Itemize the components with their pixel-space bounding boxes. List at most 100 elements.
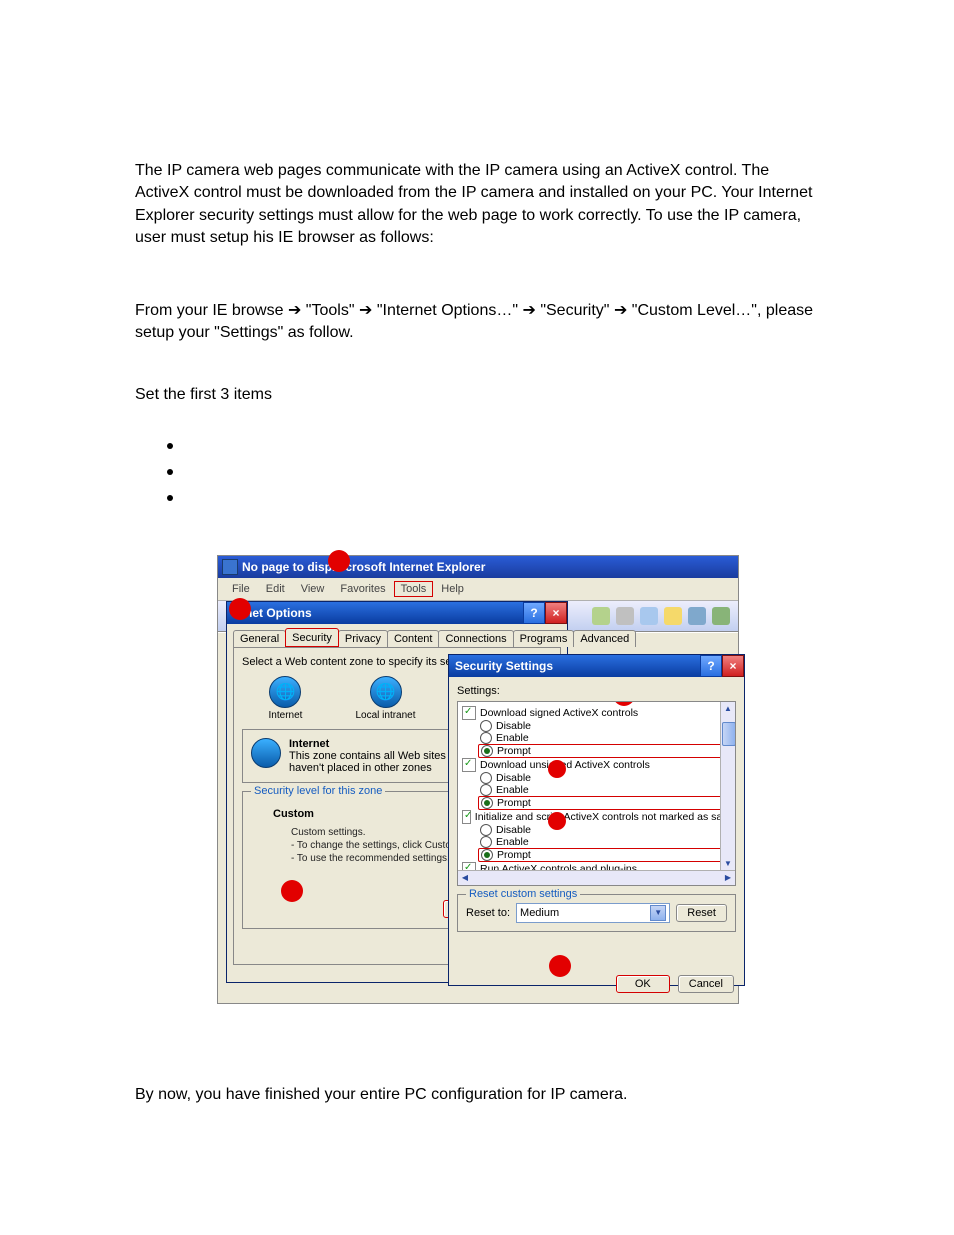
close-button[interactable]: ×	[545, 602, 567, 624]
ie-logo-icon	[222, 559, 238, 575]
text: "Internet Options…"	[377, 302, 523, 319]
dialog-title-bar[interactable]: net Options ? ×	[227, 602, 567, 624]
toolbar-icon[interactable]	[688, 607, 706, 625]
reset-to-label: Reset to:	[466, 907, 510, 919]
zone-desc-title: Internet	[289, 738, 467, 750]
security-settings-body: Settings: Download signed ActiveX contro…	[449, 677, 744, 1001]
tab-content[interactable]: Content	[387, 630, 440, 647]
globe-icon: 🌐	[269, 676, 301, 708]
reset-legend: Reset custom settings	[466, 888, 580, 900]
menu-help[interactable]: Help	[433, 580, 472, 598]
annotation-dot	[548, 812, 566, 830]
help-button[interactable]: ?	[523, 602, 545, 624]
page-root: The IP camera web pages communicate with…	[0, 0, 954, 1186]
radio-icon	[480, 824, 492, 836]
text: "Security"	[540, 302, 614, 319]
arrow-icon: ➔	[359, 302, 372, 319]
setting-option[interactable]: Disable	[460, 772, 733, 784]
radio-selected-icon	[481, 797, 493, 809]
settings-tree[interactable]: Download signed ActiveX controls Disable…	[457, 701, 736, 886]
radio-icon	[480, 720, 492, 732]
paragraph-set-items: Set the first 3 items	[135, 384, 819, 406]
menu-file[interactable]: File	[224, 580, 258, 598]
toolbar-icon[interactable]	[592, 607, 610, 625]
menu-tools[interactable]: Tools	[394, 581, 434, 597]
setting-option[interactable]: Enable	[460, 784, 733, 796]
globe-icon	[251, 738, 281, 768]
tab-security[interactable]: Security	[285, 628, 339, 647]
reset-fieldset: Reset custom settings Reset to: Medium ▼…	[457, 894, 736, 932]
setting-option-prompt[interactable]: Prompt	[478, 848, 733, 862]
menu-edit[interactable]: Edit	[258, 580, 293, 598]
scroll-down-icon[interactable]: ▼	[721, 857, 735, 871]
radio-icon	[480, 784, 492, 796]
setting-category: Initialize and script ActiveX controls n…	[460, 810, 733, 824]
zone-desc-line: This zone contains all Web sites you	[289, 750, 467, 762]
setting-category: Download unsigned ActiveX controls	[460, 758, 733, 772]
zone-desc-line: haven't placed in other zones	[289, 762, 467, 774]
bullet-item	[185, 427, 819, 453]
text: From your IE browse	[135, 302, 288, 319]
setting-option[interactable]: Disable	[460, 720, 733, 732]
tab-general[interactable]: General	[233, 630, 286, 647]
menu-view[interactable]: View	[293, 580, 333, 598]
bullet-item	[185, 479, 819, 505]
annotation-dot	[548, 760, 566, 778]
ok-button[interactable]: OK	[616, 975, 670, 993]
security-settings-dialog: Security Settings ? × Settings: Download…	[448, 654, 745, 986]
help-button[interactable]: ?	[700, 655, 722, 677]
radio-selected-icon	[481, 849, 493, 861]
chevron-down-icon[interactable]: ▼	[650, 905, 666, 921]
toolbar-icon[interactable]	[664, 607, 682, 625]
checkbox-icon	[462, 758, 476, 772]
tab-connections[interactable]: Connections	[438, 630, 513, 647]
paragraph-steps: From your IE browse ➔ "Tools" ➔ "Interne…	[135, 300, 819, 345]
bullet-item	[185, 453, 819, 479]
setting-option[interactable]: Enable	[460, 732, 733, 744]
reset-to-combo[interactable]: Medium ▼	[516, 903, 670, 923]
setting-option[interactable]: Enable	[460, 836, 733, 848]
ie-title-bar[interactable]: No page to displa crosoft Internet Explo…	[218, 556, 738, 578]
vertical-scrollbar[interactable]: ▲ ▼	[720, 702, 735, 871]
settings-label: Settings:	[457, 685, 736, 697]
scroll-thumb[interactable]	[722, 722, 736, 746]
setting-option-prompt[interactable]: Prompt	[478, 796, 733, 810]
text: "Tools"	[306, 302, 359, 319]
radio-icon	[480, 772, 492, 784]
checkbox-icon	[462, 706, 476, 720]
annotation-dot	[281, 880, 303, 902]
paragraph-intro: The IP camera web pages communicate with…	[135, 160, 819, 250]
setting-option[interactable]: Disable	[460, 824, 733, 836]
reset-button[interactable]: Reset	[676, 904, 727, 922]
zone-local-intranet[interactable]: 🌐 Local intranet	[355, 676, 415, 721]
horizontal-scrollbar[interactable]: ◀ ▶	[458, 870, 735, 885]
security-level-legend: Security level for this zone	[251, 785, 385, 797]
scroll-up-icon[interactable]: ▲	[721, 702, 735, 716]
ie-title-text: No page to displa crosoft Internet Explo…	[242, 560, 485, 574]
toolbar-icon[interactable]	[640, 607, 658, 625]
arrow-icon: ➔	[614, 302, 627, 319]
tab-advanced[interactable]: Advanced	[573, 630, 636, 647]
cancel-button[interactable]: Cancel	[678, 975, 734, 993]
tab-programs[interactable]: Programs	[513, 630, 575, 647]
dialog-title-bar[interactable]: Security Settings ? ×	[449, 655, 744, 677]
bullet-list	[135, 427, 819, 505]
setting-option-prompt[interactable]: Prompt	[478, 744, 733, 758]
toolbar-icon[interactable]	[616, 607, 634, 625]
close-button[interactable]: ×	[722, 655, 744, 677]
annotation-dot	[549, 955, 571, 977]
arrow-icon: ➔	[522, 302, 535, 319]
tabs-row: General Security Privacy Content Connect…	[227, 624, 567, 647]
toolbar-icon[interactable]	[712, 607, 730, 625]
dialog-buttons: OK Cancel	[616, 975, 734, 993]
ie-browser-window: No page to displa crosoft Internet Explo…	[217, 555, 739, 1004]
scroll-right-icon[interactable]: ▶	[721, 871, 735, 885]
radio-selected-icon	[481, 745, 493, 757]
globe-icon: 🌐	[370, 676, 402, 708]
menu-favorites[interactable]: Favorites	[332, 580, 393, 598]
scroll-left-icon[interactable]: ◀	[458, 871, 472, 885]
arrow-icon: ➔	[288, 302, 301, 319]
tab-privacy[interactable]: Privacy	[338, 630, 388, 647]
ie-menubar: File Edit View Favorites Tools Help	[218, 578, 738, 601]
zone-internet[interactable]: 🌐 Internet	[269, 676, 303, 721]
